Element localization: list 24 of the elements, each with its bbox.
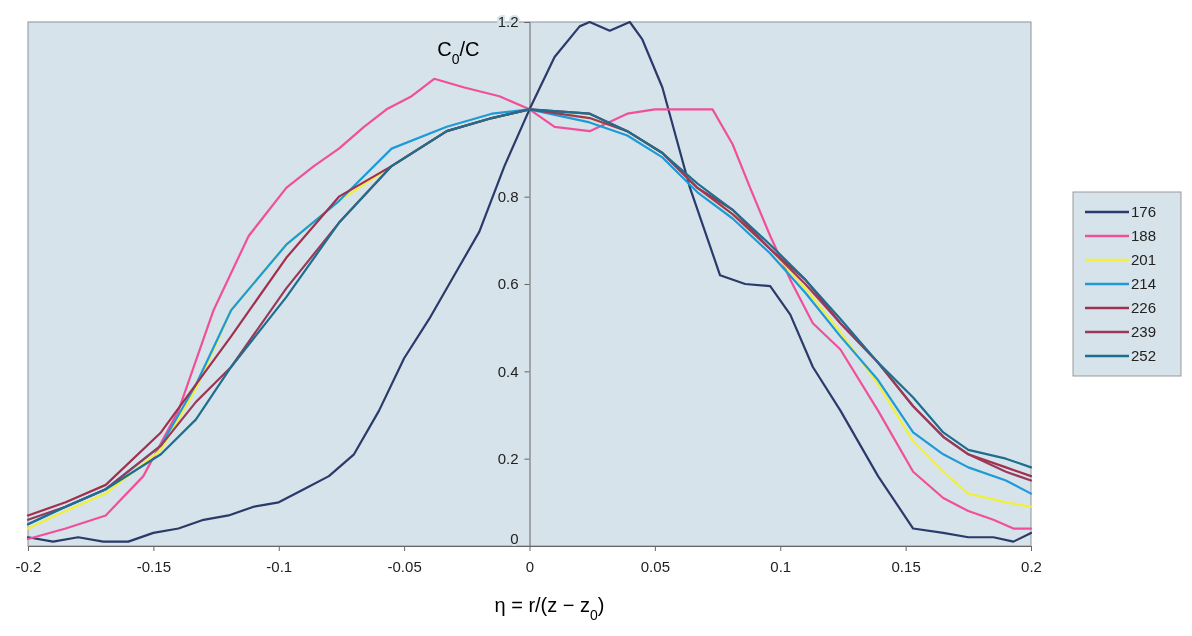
x-tick-label: -0.15 bbox=[136, 557, 171, 575]
legend-label: 252 bbox=[1131, 347, 1157, 364]
x-tick-label: -0.05 bbox=[387, 557, 422, 575]
x-tick-label: 0.1 bbox=[770, 557, 792, 575]
y-tick-label: 0.4 bbox=[497, 362, 519, 380]
legend-label: 226 bbox=[1131, 299, 1157, 316]
y-tick-label: 0.8 bbox=[497, 187, 519, 205]
x-tick-label: 0 bbox=[525, 557, 535, 575]
x-axis-title: η = r/(z − z$_{0}$) bbox=[494, 594, 605, 623]
legend-label: 176 bbox=[1131, 203, 1157, 220]
legend-label: 239 bbox=[1131, 323, 1157, 340]
y-tick-label: 0 bbox=[510, 529, 519, 547]
x-tick-label: 0.05 bbox=[640, 557, 670, 575]
x-tick-label: 0.15 bbox=[891, 557, 921, 575]
x-tick-label: -0.1 bbox=[266, 557, 293, 575]
y-axis-title: C$_{0}$/C bbox=[437, 38, 480, 67]
legend-label: 201 bbox=[1131, 251, 1157, 268]
x-tick-label: -0.2 bbox=[15, 557, 42, 575]
y-tick-label: 0.6 bbox=[497, 275, 519, 293]
y-tick-label: 1.2 bbox=[497, 13, 519, 31]
legend-label: 188 bbox=[1131, 227, 1157, 244]
y-tick-label: 0.2 bbox=[497, 449, 519, 467]
legend-label: 214 bbox=[1131, 275, 1157, 292]
x-tick-label: 0.2 bbox=[1021, 557, 1042, 575]
